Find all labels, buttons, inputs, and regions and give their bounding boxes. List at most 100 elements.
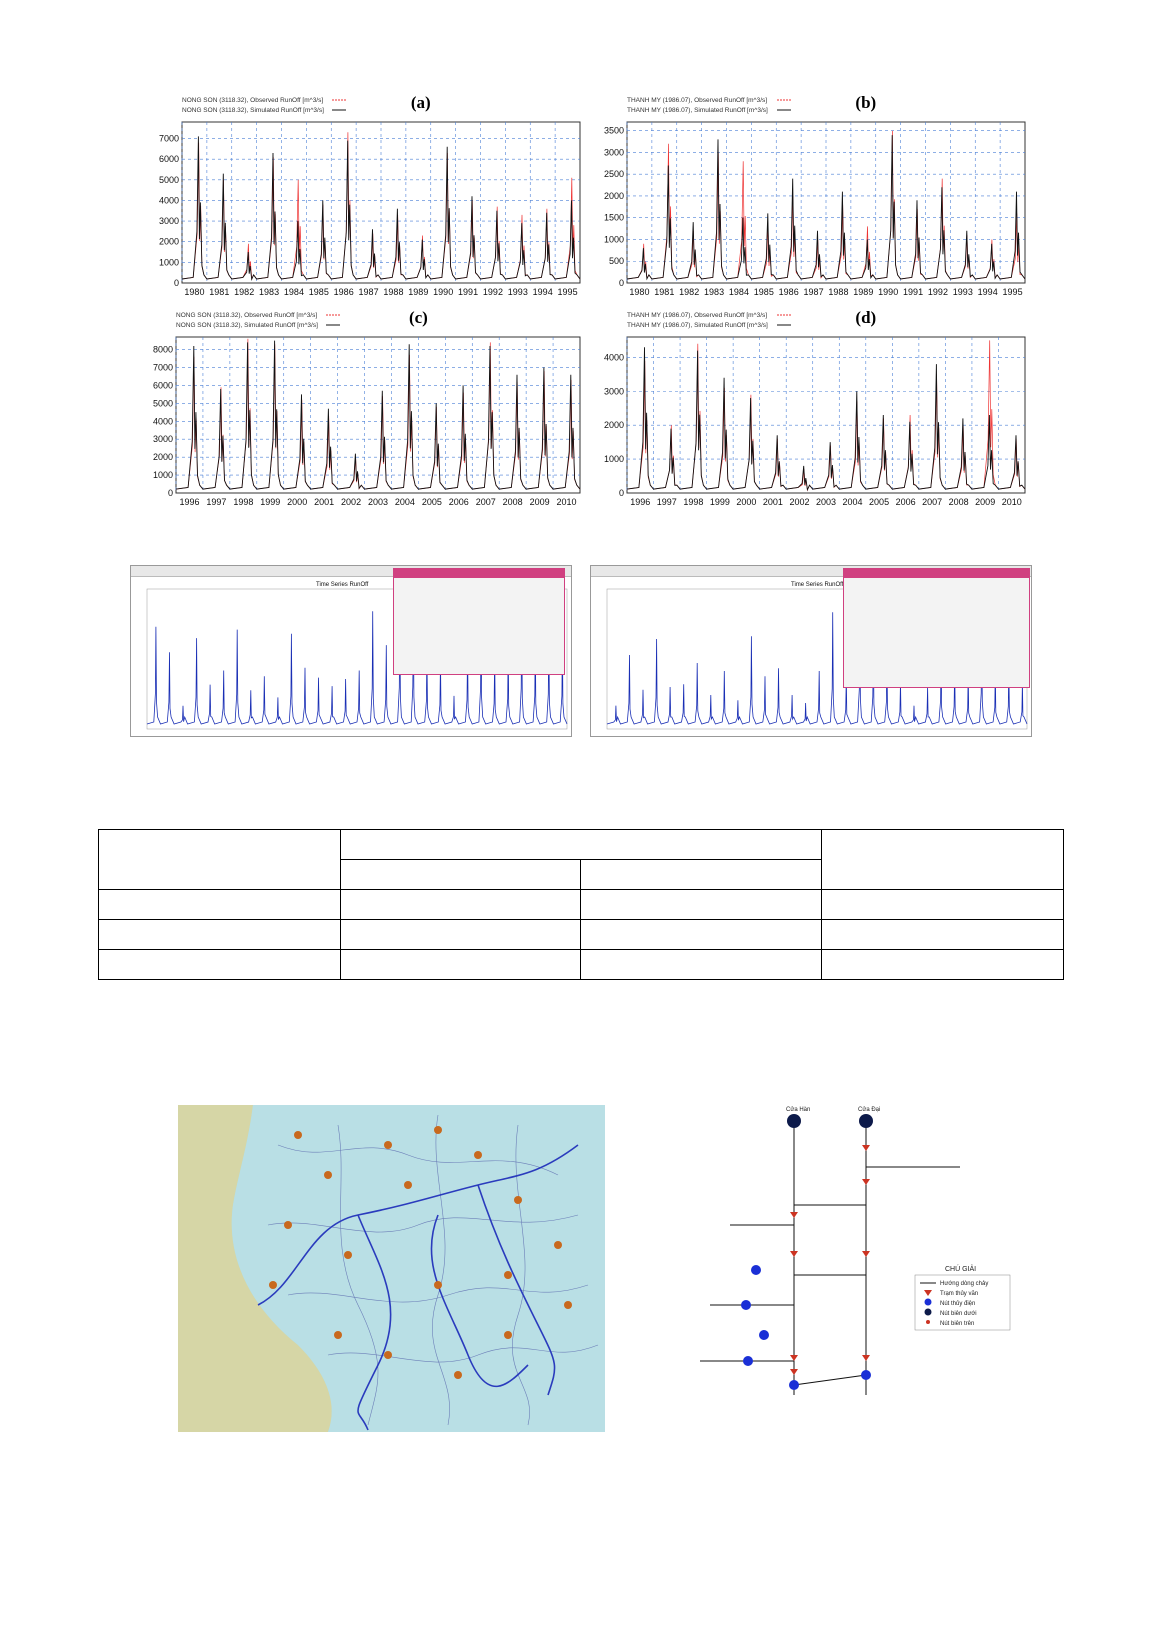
y-tick-label: 500: [609, 256, 624, 266]
error-estimation-dialog-left: [393, 568, 565, 675]
legend-item: Nút thủy điện: [940, 1300, 975, 1307]
hydropower-node: [743, 1356, 753, 1366]
x-tick-label: 1987: [359, 287, 379, 297]
screenshot-toolbar: [591, 566, 1031, 577]
plot-area: [175, 336, 581, 494]
legend-observed: THANH MY (1986.07), Observed RunOff [m^3…: [627, 312, 767, 319]
table-cell: [821, 829, 1064, 890]
table-cell: [339, 889, 582, 920]
x-tick-label: 1986: [779, 287, 799, 297]
chart-panel-d: 0 1000 2000 3000 4000 1996 1997 1998 1999 2000 200…: [593, 305, 1033, 515]
x-tick-label: 1982: [234, 287, 254, 297]
legend-simulated: NONG SON (3118.32), Simulated RunOff [m^…: [176, 322, 318, 329]
legend-item: Nút biên dưới: [940, 1311, 977, 1317]
y-tick-label: 3000: [604, 386, 624, 396]
y-tick-label: 5000: [153, 398, 173, 408]
runoff-chart-a: 0 1000 2000 3000 4000 5000 6000 7000 1980 1981 198…: [159, 93, 581, 297]
chart-panel-b: 0 500 1000 1500 2000 2500 3000 3500 1980 1981 1982…: [593, 90, 1033, 305]
river-network-diagram: Cửa Hàn Cửa Đại CHÚ GIẢI Hướng dòng chảy…: [690, 1105, 1030, 1425]
simulated-runoff-line: [175, 340, 581, 490]
legend-item: Hướng dòng chảy: [940, 1281, 988, 1287]
x-tick-label: 2008: [503, 497, 523, 507]
x-tick-label: 2007: [922, 497, 942, 507]
node-label: Cửa Hàn: [786, 1106, 810, 1113]
x-tick-label: 2004: [395, 497, 415, 507]
x-tick-label: 1994: [533, 287, 553, 297]
x-tick-label: 2002: [789, 497, 809, 507]
table-cell: [580, 949, 823, 980]
x-tick-label: 1998: [233, 497, 253, 507]
x-tick-label: 1999: [260, 497, 280, 507]
x-tick-label: 1995: [558, 287, 578, 297]
x-tick-label: 2000: [287, 497, 307, 507]
x-tick-label: 1984: [729, 287, 749, 297]
x-tick-label: 1999: [710, 497, 730, 507]
x-tick-label: 1984: [284, 287, 304, 297]
x-tick-label: 1990: [878, 287, 898, 297]
chart-panel-a: 0 1000 2000 3000 4000 5000 6000 7000 1980 1981 198…: [148, 90, 588, 305]
table-cell: [98, 919, 341, 950]
x-tick-label: 1987: [804, 287, 824, 297]
x-tick-label: 1985: [754, 287, 774, 297]
y-tick-label: 0: [174, 278, 179, 288]
y-tick-label: 6000: [153, 380, 173, 390]
x-tick-label: 1988: [383, 287, 403, 297]
x-tick-label: 2003: [816, 497, 836, 507]
x-tick-label: 1988: [828, 287, 848, 297]
river-basin-map: [178, 1105, 605, 1432]
y-tick-label: 2500: [604, 169, 624, 179]
x-tick-label: 2009: [530, 497, 550, 507]
y-tick-label: 3500: [604, 126, 624, 136]
chart-panel-c: 0 1000 2000 3000 4000 5000 6000 7000 8000 1996 199…: [138, 305, 588, 515]
table-cell: [580, 889, 823, 920]
legend-item: Nút biên trên: [940, 1321, 974, 1327]
x-tick-label: 1995: [1003, 287, 1023, 297]
x-tick-label: 2006: [449, 497, 469, 507]
x-tick-label: 1992: [483, 287, 503, 297]
y-tick-label: 0: [619, 488, 624, 498]
legend-title: CHÚ GIẢI: [945, 1264, 976, 1273]
legend-simulated: NONG SON (3118.32), Simulated RunOff [m^…: [182, 107, 324, 114]
table-cell: [339, 859, 582, 890]
y-tick-label: 3000: [604, 147, 624, 157]
hydropower-node: [751, 1265, 761, 1275]
panel-label: (a): [411, 93, 431, 112]
x-tick-label: 2001: [314, 497, 334, 507]
hydropower-node: [741, 1300, 751, 1310]
y-tick-label: 6000: [159, 154, 179, 164]
runoff-chart-c: 0 1000 2000 3000 4000 5000 6000 7000 8000 1996 199…: [153, 308, 581, 507]
x-tick-label: 2004: [843, 497, 863, 507]
legend-observed: THANH MY (1986.07), Observed RunOff [m^3…: [627, 97, 767, 104]
x-tick-label: 2005: [422, 497, 442, 507]
legend-simulated: THANH MY (1986.07), Simulated RunOff [m^…: [627, 322, 768, 329]
x-tick-label: 2002: [341, 497, 361, 507]
x-tick-label: 1989: [408, 287, 428, 297]
reservoir-nodes: [269, 1126, 572, 1379]
y-tick-label: 3000: [159, 216, 179, 226]
x-tick-label: 2007: [476, 497, 496, 507]
table-cell: [580, 859, 823, 890]
y-tick-label: 4000: [153, 416, 173, 426]
y-tick-label: 1000: [153, 470, 173, 480]
x-tick-label: 1996: [630, 497, 650, 507]
table-cell: [821, 949, 1064, 980]
x-tick-label: 1997: [657, 497, 677, 507]
y-tick-label: 0: [619, 278, 624, 288]
y-tick-label: 3000: [153, 434, 173, 444]
y-tick-label: 7000: [159, 134, 179, 144]
table-cell: [98, 829, 341, 890]
x-tick-label: 1993: [953, 287, 973, 297]
time-series-plot-left: Time Series RunOff: [146, 582, 568, 730]
y-tick-label: 1000: [604, 454, 624, 464]
hydropower-node: [861, 1370, 871, 1380]
x-tick-label: 1986: [334, 287, 354, 297]
runoff-chart-b: 0 500 1000 1500 2000 2500 3000 3500 1980 1981 1982…: [604, 93, 1026, 297]
table-cell: [98, 949, 341, 980]
legend-observed: NONG SON (3118.32), Observed RunOff [m^3…: [182, 97, 323, 104]
x-tick-label: 1980: [629, 287, 649, 297]
table-cell: [98, 889, 341, 920]
legend-observed: NONG SON (3118.32), Observed RunOff [m^3…: [176, 312, 317, 319]
x-tick-label: 1997: [206, 497, 226, 507]
x-tick-label: 1983: [259, 287, 279, 297]
x-tick-label: 1983: [704, 287, 724, 297]
